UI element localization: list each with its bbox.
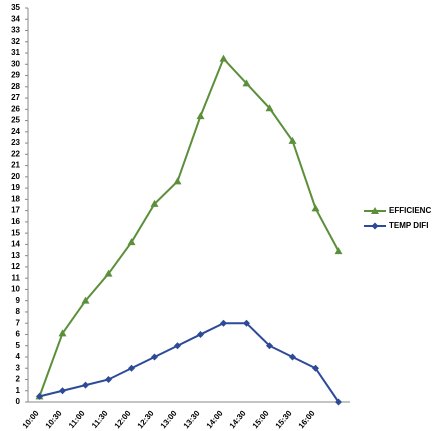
x-tick-label: 10:00 xyxy=(21,408,41,430)
y-tick-label: 22 xyxy=(11,149,20,158)
y-tick-label: 28 xyxy=(11,82,20,91)
x-tick-label: 12:30 xyxy=(136,408,156,430)
y-tick-label: 6 xyxy=(16,330,21,339)
x-tick-label: 15:00 xyxy=(251,408,271,430)
series-line xyxy=(39,322,340,403)
marker xyxy=(128,364,135,372)
y-tick-label: 34 xyxy=(11,14,20,23)
marker xyxy=(59,387,66,395)
marker xyxy=(265,104,274,112)
y-tick-label: 12 xyxy=(11,262,20,271)
marker xyxy=(82,381,89,389)
y-tick-label: 23 xyxy=(11,138,20,147)
legend-label: TEMP DIFI xyxy=(389,221,428,230)
marker xyxy=(266,342,273,350)
y-tick-label: 2 xyxy=(16,375,21,384)
y-tick-label: 15 xyxy=(11,228,20,237)
y-tick-label: 35 xyxy=(11,3,20,12)
x-tick-label: 10:30 xyxy=(44,408,64,430)
y-tick-label: 17 xyxy=(11,206,20,215)
y-tick-label: 1 xyxy=(16,386,21,395)
x-tick-label: 13:00 xyxy=(159,408,179,430)
y-tick-label: 27 xyxy=(11,93,20,102)
legend-marker xyxy=(371,207,379,214)
marker xyxy=(81,296,90,304)
y-tick-label: 10 xyxy=(11,285,20,294)
y-tick-label: 19 xyxy=(11,183,20,192)
marker xyxy=(127,238,136,246)
y-tick-label: 31 xyxy=(11,48,20,57)
marker xyxy=(196,112,205,120)
marker xyxy=(36,392,43,400)
x-tick-label: 11:00 xyxy=(67,408,87,430)
x-tick-label: 13:30 xyxy=(182,408,202,430)
y-tick-label: 29 xyxy=(11,71,20,80)
marker xyxy=(220,319,227,327)
y-tick-label: 21 xyxy=(11,161,20,170)
y-tick-label: 32 xyxy=(11,37,20,46)
marker xyxy=(174,342,181,350)
marker xyxy=(311,204,320,212)
marker xyxy=(173,177,182,185)
y-tick-label: 8 xyxy=(16,307,21,316)
y-tick-label: 11 xyxy=(12,273,21,282)
x-tick-label: 16:00 xyxy=(297,408,317,430)
y-tick-label: 18 xyxy=(11,194,20,203)
y-tick-label: 13 xyxy=(11,251,20,260)
y-tick-label: 26 xyxy=(11,104,20,113)
marker xyxy=(219,54,228,62)
marker xyxy=(104,269,113,277)
marker xyxy=(242,79,251,87)
x-tick-label: 12:00 xyxy=(113,408,133,430)
y-tick-label: 4 xyxy=(16,352,21,361)
y-tick-label: 30 xyxy=(11,59,20,68)
marker xyxy=(58,329,67,337)
x-tick-label: 15:30 xyxy=(274,408,294,430)
y-tick-label: 20 xyxy=(11,172,20,181)
marker xyxy=(312,364,319,372)
y-tick-label: 33 xyxy=(11,26,20,35)
x-tick-label: 11:30 xyxy=(90,408,110,430)
marker xyxy=(288,136,297,144)
y-tick-label: 24 xyxy=(11,127,20,136)
y-tick-label: 9 xyxy=(16,296,21,305)
marker xyxy=(151,353,158,361)
y-tick-label: 7 xyxy=(16,318,21,327)
marker xyxy=(150,199,159,207)
marker xyxy=(197,330,204,338)
y-tick-label: 14 xyxy=(11,240,20,249)
legend-marker xyxy=(371,222,379,230)
legend-label: EFFICIENC xyxy=(389,206,431,215)
marker xyxy=(243,319,250,327)
x-tick-label: 14:00 xyxy=(205,408,225,430)
y-tick-label: 16 xyxy=(11,217,20,226)
y-tick-label: 3 xyxy=(16,363,21,372)
marker xyxy=(334,247,343,255)
x-tick-label: 14:30 xyxy=(228,408,248,430)
series-line xyxy=(38,56,340,397)
marker xyxy=(289,353,296,361)
marker xyxy=(335,398,342,406)
y-tick-label: 25 xyxy=(11,116,20,125)
y-tick-label: 0 xyxy=(16,397,21,406)
y-tick-label: 5 xyxy=(16,341,21,350)
marker xyxy=(105,375,112,383)
